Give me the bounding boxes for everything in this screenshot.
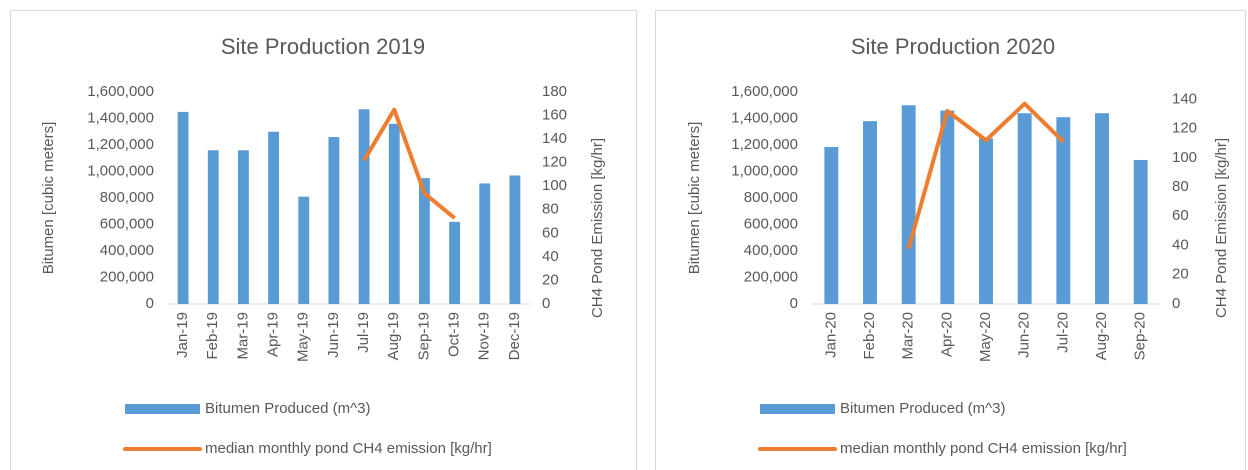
y-tick-label: 400,000 [744, 242, 798, 259]
y2-tick-label: 0 [542, 295, 550, 312]
bar [479, 183, 491, 304]
bar [268, 131, 280, 304]
x-tick-label: May-19 [295, 312, 312, 362]
x-tick-label: Feb-20 [861, 312, 878, 360]
y-tick-label: 1,000,000 [87, 162, 154, 179]
y2-tick-label: 0 [1172, 295, 1180, 312]
y-tick-label: 1,600,000 [87, 83, 154, 100]
y-tick-label: 600,000 [100, 215, 154, 232]
bar [901, 105, 916, 304]
y-tick-label: 200,000 [100, 268, 154, 285]
y2-tick-label: 80 [542, 201, 559, 218]
x-tick-label: Sep-20 [1132, 312, 1149, 360]
x-tick-label: May-20 [977, 312, 994, 362]
x-tick-label: Oct-19 [446, 312, 463, 357]
y2-tick-label: 40 [542, 248, 559, 265]
bar [1056, 117, 1071, 304]
y2-tick-label: 140 [542, 130, 567, 147]
bar [328, 137, 340, 304]
y2-tick-label: 100 [542, 177, 567, 194]
x-tick-label: Feb-19 [204, 312, 221, 360]
bar [207, 150, 219, 304]
legend-label: Bitumen Produced (m^3) [205, 400, 370, 417]
x-tick-label: Jul-20 [1054, 312, 1071, 353]
x-tick-label: Aug-20 [1093, 312, 1110, 360]
y-tick-label: 1,000,000 [731, 162, 798, 179]
y2-tick-label: 60 [1172, 207, 1189, 224]
legend-label: median monthly pond CH4 emission [kg/hr] [205, 440, 492, 457]
y-tick-label: 1,600,000 [731, 83, 798, 100]
y2-tick-label: 160 [542, 107, 567, 124]
y2-tick-label: 20 [542, 271, 559, 288]
bar [979, 138, 993, 304]
y-tick-label: 400,000 [100, 242, 154, 259]
x-tick-label: Apr-20 [938, 312, 955, 357]
y-tick-label: 800,000 [100, 189, 154, 206]
x-tick-label: Jun-20 [1016, 312, 1033, 358]
y2-tick-label: 120 [542, 154, 567, 171]
bar [237, 150, 249, 304]
bar [1133, 159, 1148, 304]
y2-tick-label: 120 [1172, 120, 1197, 137]
y2-axis-title: CH4 Pond Emission [kg/hr] [1213, 138, 1230, 318]
y-axis-title: Bitumen [cubic meters] [686, 122, 703, 275]
y-tick-label: 200,000 [744, 268, 798, 285]
x-tick-label: Nov-19 [476, 312, 493, 360]
bar [418, 178, 430, 304]
x-tick-label: Sep-19 [415, 312, 432, 360]
y-tick-label: 600,000 [744, 215, 798, 232]
bar [863, 121, 877, 305]
x-tick-label: Jun-19 [325, 312, 342, 358]
bar [1017, 113, 1032, 304]
y2-tick-label: 80 [1172, 178, 1189, 195]
x-tick-label: Mar-20 [900, 312, 917, 360]
y-tick-label: 1,400,000 [731, 109, 798, 126]
bar [177, 111, 189, 304]
bar [940, 110, 955, 304]
y-axis-title: Bitumen [cubic meters] [40, 122, 57, 275]
y2-tick-label: 40 [1172, 236, 1189, 253]
x-tick-label: Jan-19 [174, 312, 191, 358]
y-tick-label: 1,200,000 [87, 136, 154, 153]
y2-tick-label: 140 [1172, 90, 1197, 107]
legend-label: median monthly pond CH4 emission [kg/hr] [840, 440, 1127, 457]
legend-label: Bitumen Produced (m^3) [840, 400, 1005, 417]
legend-swatch [760, 404, 835, 414]
panel-border [655, 10, 1246, 470]
line-series [362, 107, 456, 220]
bar [449, 221, 461, 304]
chart-title: Site Production 2020 [851, 34, 1055, 59]
x-tick-label: Dec-19 [506, 312, 523, 360]
x-tick-label: Jul-19 [355, 312, 372, 353]
bar [824, 146, 839, 304]
x-tick-label: Aug-19 [385, 312, 402, 360]
bar [298, 196, 310, 304]
x-tick-label: Mar-19 [234, 312, 251, 360]
y-tick-label: 0 [146, 295, 154, 312]
x-tick-label: Jan-20 [822, 312, 839, 358]
y-tick-label: 0 [790, 295, 798, 312]
y-tick-label: 1,400,000 [87, 109, 154, 126]
panel-border [10, 10, 637, 470]
y2-tick-label: 60 [542, 224, 559, 241]
y2-tick-label: 180 [542, 83, 567, 100]
y2-axis-title: CH4 Pond Emission [kg/hr] [589, 138, 606, 318]
bar [388, 123, 400, 304]
bar [358, 109, 370, 304]
line-series [906, 101, 1065, 249]
bar [509, 175, 521, 304]
x-tick-label: Apr-19 [265, 312, 282, 357]
y2-tick-label: 20 [1172, 266, 1189, 283]
bar [1095, 113, 1109, 304]
chart-title: Site Production 2019 [221, 34, 425, 59]
y-tick-label: 800,000 [744, 189, 798, 206]
y2-tick-label: 100 [1172, 149, 1197, 166]
legend-swatch [125, 404, 200, 414]
y-tick-label: 1,200,000 [731, 136, 798, 153]
